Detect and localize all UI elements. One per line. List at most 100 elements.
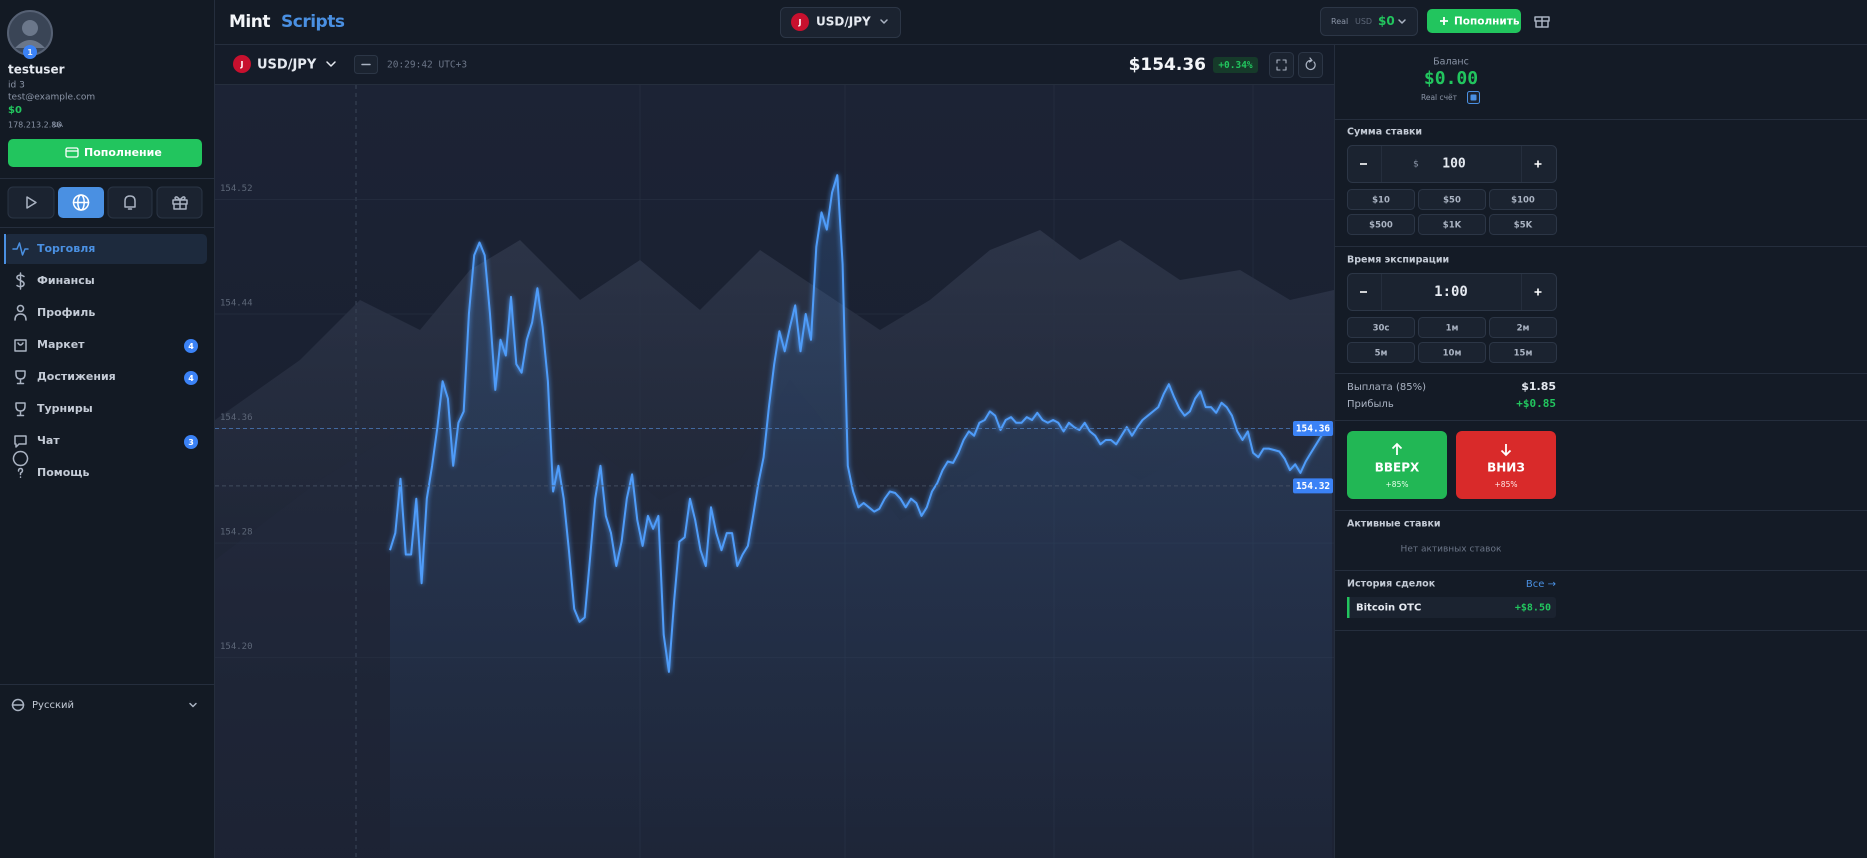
preset-label: $50	[1443, 196, 1461, 206]
header-gift-icon[interactable]	[1534, 16, 1550, 28]
account-type: Real	[1331, 17, 1348, 26]
preset-button[interactable]	[1418, 317, 1486, 338]
language[interactable]: Русский	[32, 700, 74, 711]
expiry: 1:00	[1434, 284, 1468, 300]
amount-label: Сумма ставки	[1347, 127, 1422, 138]
profit: +$0.85	[1516, 397, 1556, 410]
logo-mint[interactable]: Mint	[229, 12, 271, 32]
fullscreen-button[interactable]	[1269, 52, 1294, 78]
y-tick-label: 154.52	[220, 184, 253, 194]
nav-label[interactable]: Торговля	[37, 242, 95, 255]
ip: 178.213.2.86	[8, 121, 61, 130]
nav-label[interactable]: Финансы	[37, 274, 95, 287]
up-arrow	[1391, 442, 1403, 455]
y-tick-label: 154.36	[220, 413, 253, 423]
account-label: Real счёт	[1421, 93, 1458, 102]
nav-label[interactable]: Помощь	[37, 466, 89, 479]
username: testuser	[8, 63, 65, 77]
avatar-head	[22, 20, 38, 36]
logo-scripts[interactable]: Scripts	[281, 12, 345, 32]
deposit-button[interactable]	[8, 139, 202, 167]
preset-button[interactable]	[1489, 189, 1557, 210]
avatar-badge	[23, 45, 37, 59]
account-selector[interactable]	[1320, 7, 1418, 36]
preset-button[interactable]	[1418, 189, 1486, 210]
amount-currency: $	[1413, 160, 1419, 170]
payout: $1.85	[1521, 380, 1556, 393]
preset-label: $10	[1372, 196, 1390, 206]
history-all[interactable]: Все →	[1526, 579, 1556, 590]
header-deposit-button[interactable]	[1427, 9, 1521, 33]
nav-label[interactable]: Достижения	[37, 370, 116, 383]
preset-label: $1K	[1443, 221, 1462, 231]
nav-icon	[15, 370, 26, 385]
price-badge-label: 154.36	[1296, 424, 1331, 435]
bell-button[interactable]	[107, 186, 153, 219]
down-button[interactable]	[1456, 431, 1556, 499]
nav-label[interactable]: Профиль	[37, 306, 95, 319]
nav-label[interactable]: Чат	[37, 434, 60, 447]
refresh-icon	[1305, 57, 1316, 71]
preset-button[interactable]	[1418, 342, 1486, 363]
y-tick-label: 154.20	[220, 642, 253, 652]
country: UA	[53, 121, 63, 129]
down-arrow	[1500, 444, 1512, 457]
preset-label: 2м	[1517, 324, 1530, 334]
preset-button[interactable]	[1489, 317, 1557, 338]
up-label: ВВЕРХ	[1375, 461, 1420, 475]
preset-label: $5K	[1514, 221, 1533, 231]
nav-icon	[12, 450, 29, 478]
nav-label[interactable]: Турниры	[37, 402, 93, 415]
price-badge	[1293, 478, 1333, 494]
profit-label: Прибыль	[1347, 399, 1394, 410]
down-label: ВНИЗ	[1487, 461, 1525, 475]
amount-input[interactable]	[1347, 145, 1557, 183]
price-area	[390, 175, 1332, 858]
history-row-accent	[1347, 597, 1350, 618]
nav-badge	[184, 435, 198, 449]
history-row[interactable]	[1347, 597, 1556, 618]
header-deposit-label: Пополнить	[1454, 16, 1520, 28]
pair-flag-text: J	[798, 18, 802, 27]
email: test@example.com	[8, 93, 95, 103]
history-result: +$8.50	[1515, 603, 1551, 614]
nav-badge-text: 3	[188, 438, 194, 447]
chart-price: $154.36	[1129, 55, 1206, 75]
user-id: id 3	[8, 81, 25, 91]
history-label: История сделок	[1347, 579, 1436, 590]
chart-pair-flag	[233, 55, 251, 73]
nav-badge	[184, 371, 198, 385]
preset-button[interactable]	[1347, 317, 1415, 338]
preset-button[interactable]	[1347, 342, 1415, 363]
gift-icon	[172, 196, 188, 210]
expiry-increase[interactable]	[1534, 288, 1542, 296]
chart-pair[interactable]: USD/JPY	[257, 58, 317, 73]
preset-button[interactable]	[1489, 214, 1557, 235]
refresh-button[interactable]	[1298, 52, 1323, 78]
expiry-input[interactable]	[1347, 273, 1557, 311]
expiry-label: Время экспирации	[1347, 255, 1449, 266]
amount-presets: $10 $50 $100 $500 $1K $5K	[1347, 189, 1557, 235]
nav-icon	[14, 304, 27, 321]
card-icon	[65, 147, 79, 158]
nav-item-active-bg[interactable]	[4, 234, 207, 264]
nav-icon	[15, 402, 26, 417]
play-button[interactable]	[7, 186, 55, 219]
nav-icon	[14, 435, 27, 448]
preset-button[interactable]	[1347, 214, 1415, 235]
preset-button[interactable]	[1347, 189, 1415, 210]
user-balance: $0	[8, 105, 22, 116]
up-button[interactable]	[1347, 431, 1447, 499]
amount-increase[interactable]	[1534, 160, 1542, 168]
preset-label: $100	[1511, 196, 1535, 206]
nav-label[interactable]: Маркет	[37, 338, 85, 351]
price-line	[389, 174, 1333, 673]
down-rate: +85%	[1495, 480, 1518, 489]
y-tick-label: 154.28	[220, 528, 253, 538]
preset-button[interactable]	[1418, 214, 1486, 235]
preset-button[interactable]	[1489, 342, 1557, 363]
pair-selector[interactable]	[780, 7, 901, 38]
pair-chevron	[880, 19, 888, 24]
chart-time: 20:29:42 UTC+3	[387, 60, 467, 71]
account-toggle-dot	[1470, 94, 1477, 101]
